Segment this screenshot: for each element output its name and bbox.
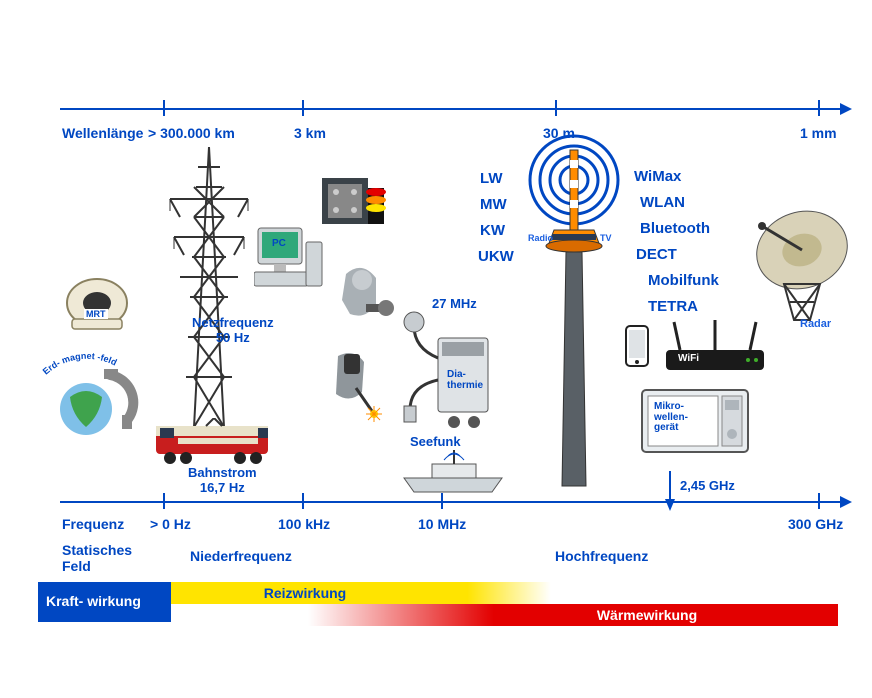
mrt-label: MRT <box>84 309 108 319</box>
hochfrequenz-label: Hochfrequenz <box>555 548 648 564</box>
kw-label: KW <box>480 222 505 239</box>
wifi-label: WiFi <box>678 353 699 364</box>
bottom-tick <box>302 493 304 509</box>
radar-icon <box>744 206 854 326</box>
smartphone-icon <box>624 324 650 368</box>
diathermie-label: Dia- thermie <box>447 370 483 391</box>
lw-label: LW <box>480 170 503 187</box>
freq-val-0: > 0 Hz <box>150 516 191 532</box>
bahnstrom-label: Bahnstrom 16,7 Hz <box>188 466 257 496</box>
top-tick <box>302 100 304 116</box>
bottom-tick-arrow <box>669 471 671 501</box>
bottom-axis <box>60 501 842 503</box>
bottom-tick <box>163 493 165 509</box>
freq-val-2: 10 MHz <box>418 516 466 532</box>
welder-icon <box>320 348 390 428</box>
svg-text:Erd- magnet -feld: Erd- magnet -feld <box>42 351 118 377</box>
niederfrequenz-label: Niederfrequenz <box>190 548 292 564</box>
mikrowelle-label: Mikro- wellen- gerät <box>654 402 688 434</box>
radar-label: Radar <box>800 318 831 330</box>
radio-label: Radio <box>528 233 553 243</box>
top-tick <box>555 100 557 116</box>
wavelength-val-3: 1 mm <box>800 125 837 141</box>
kraftwirkung-bar: Kraft- wirkung <box>38 582 171 622</box>
erdmagnet-label: Erd- magnet -feld <box>42 351 118 377</box>
wavelength-val-0: > 300.000 km <box>148 125 235 141</box>
top-tick <box>818 100 820 116</box>
kraftwirkung-text: Kraft- wirkung <box>46 594 141 609</box>
reizwirkung-text: Reizwirkung <box>264 585 346 601</box>
top-axis <box>60 108 842 110</box>
wimax-label: WiMax <box>634 168 681 185</box>
pc-icon: PC <box>254 224 324 294</box>
wavelength-val-1: 3 km <box>294 125 326 141</box>
wlan-label: WLAN <box>640 194 685 211</box>
ukw-label: UKW <box>478 248 514 265</box>
freq-val-1: 100 kHz <box>278 516 330 532</box>
waermewirkung-text: Wärmewirkung <box>597 607 697 623</box>
mikrowelle-freq: 2,45 GHz <box>680 478 735 493</box>
static-field-label: Statisches Feld <box>62 542 132 574</box>
netzfrequenz-label: Netzfrequenz 50 Hz <box>192 316 274 346</box>
reizwirkung-bar: Reizwirkung <box>171 582 551 604</box>
dect-label: DECT <box>636 246 677 263</box>
induction-heating-icon <box>322 178 394 234</box>
power-pylon-icon <box>164 147 254 427</box>
diathermie-freq: 27 MHz <box>432 296 477 311</box>
bottom-tick <box>818 493 820 509</box>
microwave-icon: Mikro- wellen- gerät <box>640 388 750 458</box>
wifi-router-icon: WiFi <box>660 318 770 374</box>
waermewirkung-bar: Wärmewirkung <box>308 604 838 626</box>
earth-magnet-icon: Erd- magnet -feld <box>50 355 140 445</box>
freq-label: Frequenz <box>62 516 124 532</box>
wavelength-label: Wellenlänge <box>62 125 143 141</box>
freq-val-3: 300 GHz <box>788 516 843 532</box>
mobilfunk-label: Mobilfunk <box>648 272 719 289</box>
seefunk-label: Seefunk <box>410 434 461 449</box>
train-icon <box>150 418 280 466</box>
grinder-icon <box>326 264 396 340</box>
tv-label: TV <box>600 233 612 243</box>
diathermie-icon: Dia- thermie <box>402 310 492 430</box>
mrt-icon: MRT <box>62 275 132 335</box>
mw-label: MW <box>480 196 507 213</box>
tv-tower-icon <box>524 130 624 490</box>
top-tick <box>163 100 165 116</box>
pc-label: PC <box>272 238 286 249</box>
ship-icon <box>398 448 508 496</box>
bluetooth-label: Bluetooth <box>640 220 710 237</box>
tetra-label: TETRA <box>648 298 698 315</box>
